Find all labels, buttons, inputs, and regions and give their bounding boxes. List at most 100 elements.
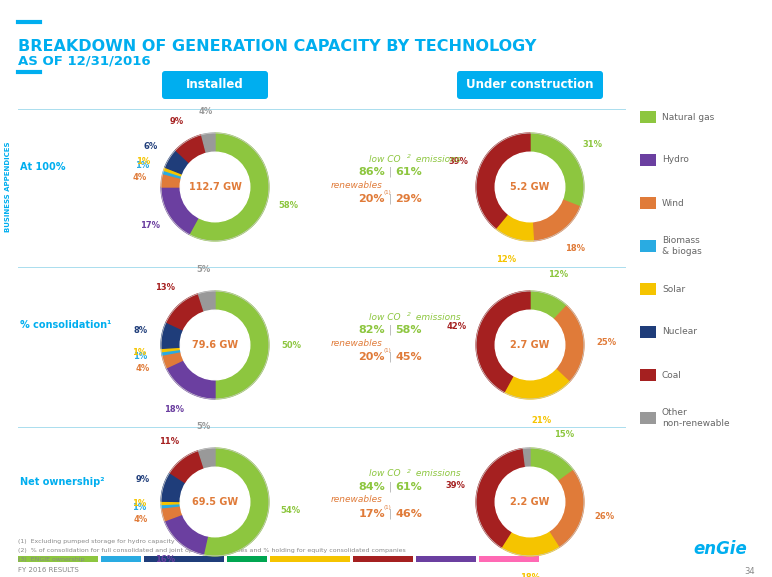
FancyBboxPatch shape bbox=[227, 556, 267, 562]
Text: low CO: low CO bbox=[369, 155, 401, 163]
Polygon shape bbox=[161, 187, 198, 234]
Polygon shape bbox=[170, 451, 205, 483]
Text: 12%: 12% bbox=[548, 270, 568, 279]
Text: AS OF 12/31/2016: AS OF 12/31/2016 bbox=[18, 55, 151, 68]
Text: Nuclear: Nuclear bbox=[662, 328, 697, 336]
Polygon shape bbox=[532, 200, 580, 241]
Text: 2: 2 bbox=[407, 469, 411, 474]
Text: renewables: renewables bbox=[331, 339, 383, 347]
Text: 61%: 61% bbox=[395, 482, 422, 492]
Polygon shape bbox=[161, 174, 181, 187]
FancyBboxPatch shape bbox=[18, 556, 98, 562]
FancyBboxPatch shape bbox=[640, 111, 656, 123]
FancyBboxPatch shape bbox=[640, 154, 656, 166]
Text: 17%: 17% bbox=[140, 221, 160, 230]
Text: 17%: 17% bbox=[358, 509, 385, 519]
Text: Installed: Installed bbox=[186, 78, 244, 92]
Text: Wind: Wind bbox=[662, 198, 685, 208]
Polygon shape bbox=[476, 133, 530, 228]
Text: |: | bbox=[388, 194, 391, 204]
Text: 58%: 58% bbox=[395, 325, 422, 335]
FancyBboxPatch shape bbox=[640, 283, 656, 295]
Text: 15%: 15% bbox=[554, 430, 574, 439]
Text: 61%: 61% bbox=[395, 167, 422, 177]
FancyBboxPatch shape bbox=[640, 412, 656, 424]
Text: 12%: 12% bbox=[496, 255, 516, 264]
Text: 9%: 9% bbox=[135, 475, 149, 484]
Polygon shape bbox=[189, 133, 269, 241]
Text: 5%: 5% bbox=[196, 422, 210, 432]
Text: 21%: 21% bbox=[532, 415, 552, 425]
Text: 112.7 GW: 112.7 GW bbox=[188, 182, 242, 192]
Text: (1): (1) bbox=[383, 505, 391, 510]
Text: |: | bbox=[388, 167, 391, 177]
Text: 42%: 42% bbox=[446, 321, 466, 331]
Circle shape bbox=[180, 310, 250, 380]
Text: 29%: 29% bbox=[395, 194, 422, 204]
Text: 84%: 84% bbox=[358, 482, 385, 492]
Polygon shape bbox=[501, 531, 559, 556]
Text: renewables: renewables bbox=[331, 496, 383, 504]
Polygon shape bbox=[161, 322, 184, 349]
Polygon shape bbox=[162, 351, 184, 368]
Polygon shape bbox=[476, 291, 530, 392]
Text: Net ownership²: Net ownership² bbox=[20, 477, 104, 487]
Text: 79.6 GW: 79.6 GW bbox=[192, 340, 238, 350]
Text: emissions: emissions bbox=[413, 155, 461, 163]
Text: 1%: 1% bbox=[132, 499, 146, 508]
Circle shape bbox=[180, 467, 250, 537]
Text: 1%: 1% bbox=[132, 503, 147, 512]
Text: 2.7 GW: 2.7 GW bbox=[510, 340, 550, 350]
Text: 34: 34 bbox=[744, 567, 755, 576]
Polygon shape bbox=[161, 501, 180, 504]
FancyBboxPatch shape bbox=[162, 71, 268, 99]
Text: 6%: 6% bbox=[144, 142, 158, 151]
FancyBboxPatch shape bbox=[144, 556, 224, 562]
Circle shape bbox=[495, 152, 565, 222]
Text: 5.2 GW: 5.2 GW bbox=[510, 182, 550, 192]
Text: 46%: 46% bbox=[395, 509, 422, 519]
Polygon shape bbox=[166, 360, 215, 399]
Text: 2.2 GW: 2.2 GW bbox=[510, 497, 550, 507]
Polygon shape bbox=[554, 306, 584, 382]
Text: 2: 2 bbox=[407, 154, 411, 159]
FancyBboxPatch shape bbox=[270, 556, 350, 562]
Polygon shape bbox=[161, 473, 186, 501]
Text: (1): (1) bbox=[383, 348, 391, 353]
Text: 26%: 26% bbox=[594, 512, 615, 520]
Polygon shape bbox=[161, 506, 182, 521]
Text: emissions: emissions bbox=[413, 470, 461, 478]
Text: 18%: 18% bbox=[520, 574, 540, 577]
Text: 4%: 4% bbox=[198, 107, 212, 116]
Text: Coal: Coal bbox=[662, 370, 682, 380]
Polygon shape bbox=[476, 448, 526, 548]
Text: BUSINESS APPENDICES: BUSINESS APPENDICES bbox=[5, 142, 11, 233]
FancyBboxPatch shape bbox=[416, 556, 476, 562]
Text: 58%: 58% bbox=[279, 201, 299, 211]
Text: 69.5 GW: 69.5 GW bbox=[192, 497, 238, 507]
Text: renewables: renewables bbox=[331, 181, 383, 189]
Polygon shape bbox=[165, 150, 190, 174]
Text: emissions: emissions bbox=[413, 313, 461, 321]
Text: 5%: 5% bbox=[196, 265, 210, 275]
Text: 18%: 18% bbox=[564, 244, 584, 253]
Polygon shape bbox=[198, 448, 215, 469]
Polygon shape bbox=[176, 135, 206, 163]
Polygon shape bbox=[530, 291, 567, 320]
Text: |: | bbox=[388, 509, 391, 519]
Polygon shape bbox=[549, 470, 584, 548]
Text: 31%: 31% bbox=[583, 140, 603, 149]
Text: % consolidation¹: % consolidation¹ bbox=[20, 320, 111, 330]
Text: 39%: 39% bbox=[449, 157, 469, 166]
Text: Other
non-renewable: Other non-renewable bbox=[662, 409, 730, 428]
Text: 16%: 16% bbox=[155, 555, 175, 564]
Text: |: | bbox=[388, 482, 391, 492]
Text: 11%: 11% bbox=[159, 437, 179, 446]
Text: low CO: low CO bbox=[369, 470, 401, 478]
Polygon shape bbox=[198, 291, 215, 312]
FancyBboxPatch shape bbox=[640, 197, 656, 209]
Text: 8%: 8% bbox=[134, 326, 147, 335]
Text: 4%: 4% bbox=[134, 515, 148, 524]
Text: 4%: 4% bbox=[133, 173, 147, 182]
Text: Natural gas: Natural gas bbox=[662, 113, 714, 122]
